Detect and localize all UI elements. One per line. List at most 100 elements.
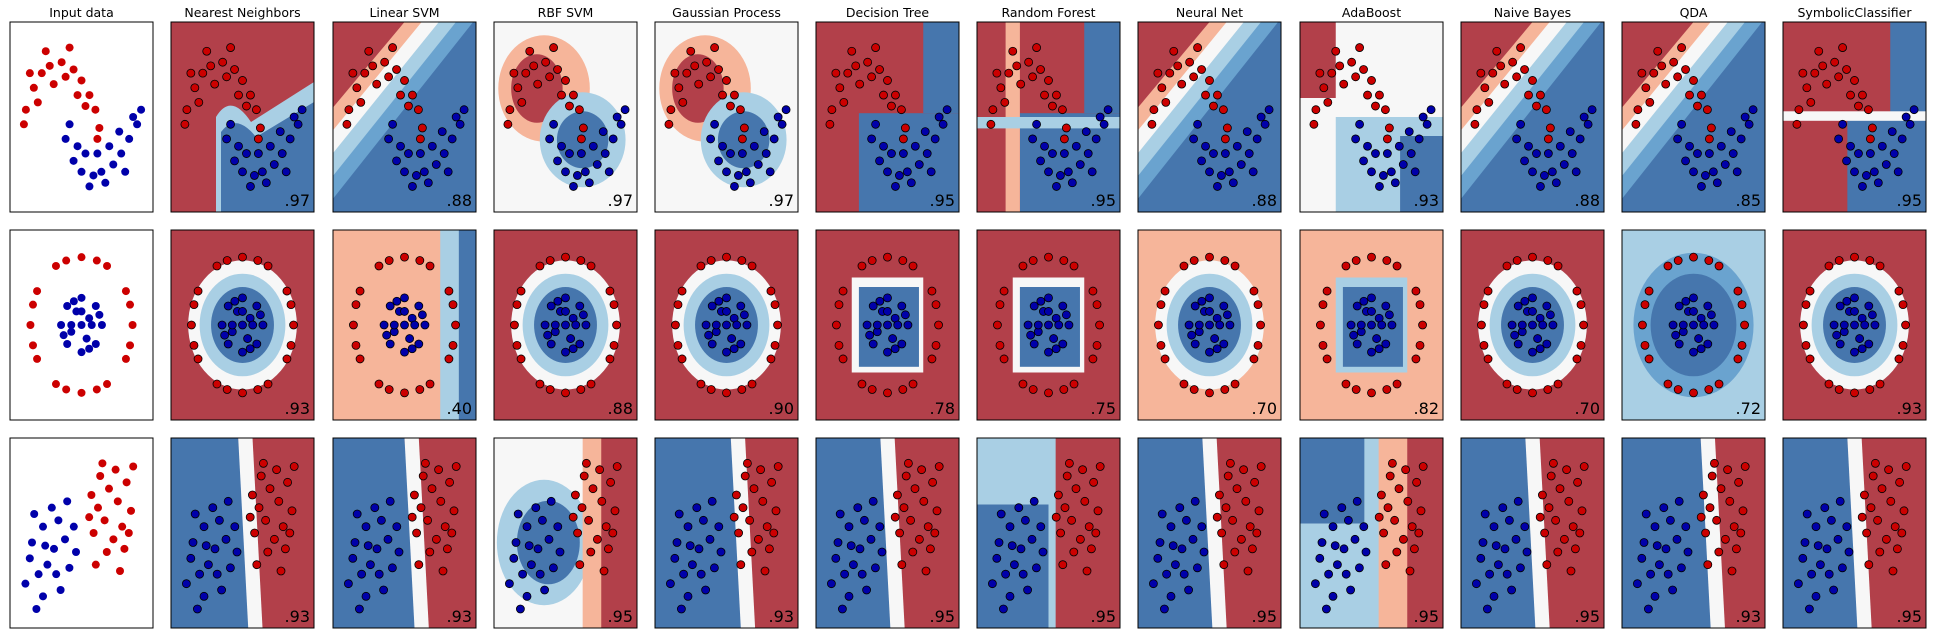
point-class-1 [69, 522, 78, 531]
point-class-1 [844, 591, 854, 601]
point-class-1 [1209, 149, 1218, 158]
panel-frame [170, 437, 315, 629]
point-class-0 [568, 512, 578, 522]
point-class-1 [192, 604, 202, 614]
point-class-0 [255, 123, 265, 133]
point-class-1 [900, 310, 910, 320]
point-class-0 [222, 385, 232, 394]
point-class-0 [1000, 97, 1010, 107]
point-class-1 [844, 522, 854, 532]
point-class-1 [1798, 553, 1808, 563]
point-class-0 [1555, 484, 1565, 494]
point-class-0 [409, 490, 419, 500]
point-class-1 [1548, 320, 1558, 330]
point-class-0 [545, 72, 555, 82]
point-class-1 [392, 156, 401, 166]
point-class-1 [598, 127, 608, 137]
point-class-0 [513, 83, 523, 93]
point-class-0 [1381, 560, 1391, 570]
point-class-1 [1663, 569, 1673, 579]
point-class-1 [1014, 503, 1024, 513]
point-class-0 [222, 256, 232, 265]
point-class-0 [287, 506, 297, 516]
point-class-1 [561, 347, 570, 357]
point-class-1 [361, 522, 371, 532]
point-class-1 [694, 544, 704, 554]
point-class-1 [1832, 330, 1842, 340]
point-class-1 [1175, 503, 1185, 513]
point-class-0 [1877, 484, 1887, 494]
point-class-0 [512, 340, 522, 350]
point-class-1 [540, 320, 550, 330]
point-class-1 [1377, 320, 1387, 330]
point-class-1 [1694, 334, 1704, 343]
point-class-0 [272, 465, 282, 475]
panel-1-11: .93 [1782, 229, 1927, 421]
point-class-1 [883, 320, 892, 330]
point-class-0 [404, 101, 413, 111]
point-class-1 [1363, 141, 1372, 151]
point-class-0 [1661, 79, 1671, 89]
point-class-0 [1476, 68, 1486, 78]
point-class-0 [436, 496, 446, 506]
point-class-1 [405, 334, 415, 343]
point-class-0 [1220, 256, 1230, 265]
point-class-1 [561, 307, 570, 316]
point-class-0 [1051, 512, 1061, 522]
point-class-0 [736, 560, 746, 570]
point-class-1 [289, 112, 299, 122]
point-class-0 [1245, 522, 1255, 532]
point-class-1 [376, 515, 386, 525]
point-class-1 [431, 160, 441, 169]
point-class-1 [584, 178, 594, 188]
point-class-0 [206, 61, 216, 71]
point-class-0 [1061, 123, 1071, 133]
point-class-0 [927, 286, 937, 296]
point-class-1 [831, 553, 841, 563]
point-class-0 [1560, 534, 1569, 544]
point-class-0 [89, 529, 98, 537]
point-class-1 [860, 515, 869, 525]
point-class-0 [1532, 101, 1541, 111]
point-class-1 [1010, 560, 1019, 570]
point-class-1 [1001, 569, 1010, 579]
point-class-1 [242, 149, 251, 158]
point-class-0 [996, 83, 1006, 93]
point-class-1 [1311, 579, 1320, 589]
point-class-0 [1197, 65, 1206, 74]
point-class-1 [1820, 503, 1830, 513]
point-class-1 [1390, 178, 1400, 188]
point-class-1 [1051, 344, 1061, 354]
point-class-1 [1044, 167, 1053, 177]
point-class-0 [1875, 261, 1885, 271]
point-class-1 [1317, 538, 1327, 547]
point-class-0 [992, 68, 1002, 78]
point-class-1 [69, 156, 78, 165]
point-class-1 [1367, 293, 1376, 303]
point-class-1 [553, 296, 563, 306]
point-class-0 [1069, 261, 1079, 271]
point-class-0 [1824, 379, 1834, 389]
point-class-1 [1873, 178, 1883, 188]
point-class-0 [187, 320, 196, 330]
point-class-1 [1036, 296, 1046, 306]
panel-frame [1137, 437, 1282, 629]
point-class-0 [448, 300, 458, 310]
point-class-1 [223, 301, 233, 311]
point-class-1 [1513, 339, 1523, 349]
point-class-0 [1392, 261, 1402, 271]
point-class-0 [400, 388, 409, 398]
point-class-0 [124, 529, 133, 537]
point-class-1 [385, 496, 395, 506]
point-class-0 [1707, 471, 1717, 481]
point-class-0 [352, 83, 362, 93]
point-class-1 [875, 522, 885, 532]
point-class-1 [115, 127, 124, 136]
point-class-0 [1496, 61, 1506, 71]
point-class-1 [575, 301, 585, 311]
point-class-0 [1048, 101, 1057, 111]
point-class-0 [408, 90, 417, 100]
point-class-1 [1681, 296, 1691, 306]
point-class-1 [43, 560, 52, 569]
panel-2-5: .95 [815, 437, 960, 629]
